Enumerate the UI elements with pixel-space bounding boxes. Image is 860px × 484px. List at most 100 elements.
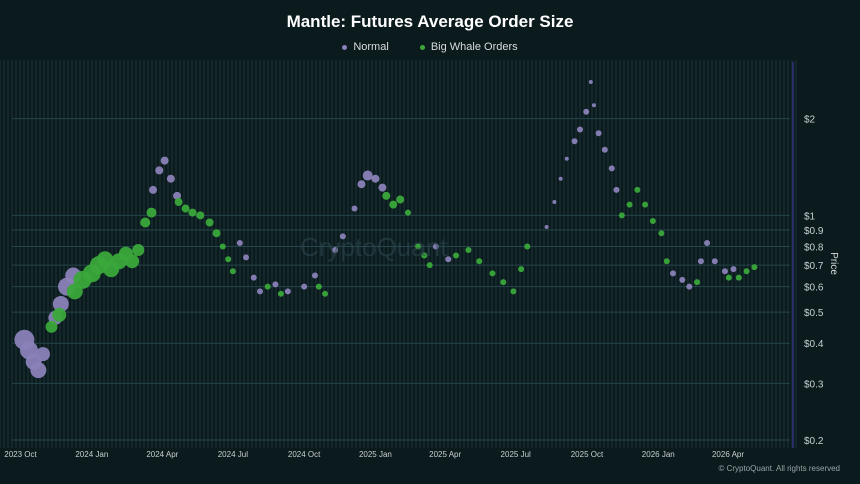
big-whale-point	[649, 218, 656, 225]
big-whale-point	[132, 244, 145, 257]
x-tick-label: 2025 Apr	[429, 450, 461, 459]
normal-point	[432, 243, 439, 250]
normal-point	[250, 274, 257, 281]
y-tick-label: $2	[804, 115, 816, 126]
normal-point	[721, 268, 728, 275]
big-whale-point	[453, 252, 460, 259]
normal-point	[243, 254, 250, 261]
normal-point	[332, 247, 339, 254]
big-whale-point	[181, 204, 190, 213]
normal-point	[155, 166, 164, 175]
normal-point	[730, 266, 737, 273]
big-whale-point	[634, 186, 641, 193]
normal-point	[711, 258, 718, 265]
x-tick-label: 2025 Jul	[501, 450, 531, 459]
normal-point	[52, 295, 69, 312]
normal-point	[583, 108, 590, 115]
copyright-notice: © CryptoQuant. All rights reserved	[718, 464, 841, 473]
big-whale-point	[751, 264, 758, 271]
x-tick-label: 2024 Oct	[288, 450, 321, 459]
big-whale-point	[196, 211, 205, 220]
legend-dot-normal	[342, 44, 348, 50]
legend-item-big-whale[interactable]: Big Whale Orders	[419, 41, 518, 53]
y-tick-label: $0.6	[804, 283, 824, 294]
big-whale-point	[663, 258, 670, 265]
normal-point	[577, 126, 584, 133]
y-axis-ticks: $0.2 $0.3 $0.4 $0.5 $0.6 $0.7 $0.8 $0.9 $1 $2	[804, 115, 824, 447]
normal-point	[591, 103, 596, 108]
big-whale-point	[725, 274, 732, 281]
legend-label-big-whale: Big Whale Orders	[430, 41, 518, 53]
y-tick-label: $0.9	[804, 226, 824, 237]
big-whale-point	[174, 198, 183, 207]
normal-point	[301, 283, 308, 290]
big-whale-point	[426, 262, 433, 269]
big-whale-point	[205, 218, 214, 227]
big-whale-point	[212, 229, 221, 238]
big-whale-point	[465, 247, 472, 254]
normal-point	[272, 281, 279, 288]
normal-point	[378, 183, 387, 192]
big-whale-point	[642, 201, 649, 208]
big-whale-point	[500, 279, 507, 286]
y-tick-label: $0.8	[804, 242, 824, 253]
y-tick-label: $0.5	[804, 308, 824, 319]
legend: Normal Big Whale Orders	[0, 41, 860, 53]
normal-point	[588, 79, 593, 84]
big-whale-point	[140, 217, 151, 228]
big-whale-point	[694, 279, 701, 286]
normal-point	[558, 176, 563, 181]
big-whale-point	[396, 195, 405, 204]
big-whale-point	[735, 274, 742, 281]
normal-point	[571, 138, 578, 145]
x-tick-label: 2024 Jan	[75, 450, 108, 459]
big-whale-point	[476, 258, 483, 265]
y-tick-label: $0.2	[804, 436, 824, 447]
normal-point	[284, 288, 291, 295]
normal-point	[35, 347, 50, 362]
big-whale-point	[146, 207, 157, 218]
big-whale-point	[52, 307, 67, 322]
big-whale-point	[743, 268, 750, 275]
normal-point	[173, 191, 182, 200]
x-tick-label: 2025 Oct	[571, 450, 604, 459]
normal-point	[552, 200, 557, 205]
y-tick-label: $0.7	[804, 261, 824, 272]
big-whale-point	[658, 230, 665, 237]
normal-point	[669, 270, 676, 277]
normal-point	[166, 174, 175, 183]
x-tick-label: 2024 Apr	[146, 450, 178, 459]
big-whale-point	[404, 209, 411, 216]
normal-point	[311, 272, 318, 279]
big-whale-point	[510, 288, 517, 295]
y-tick-label: $1	[804, 211, 816, 222]
normal-point	[371, 174, 380, 183]
big-whale-point	[524, 243, 531, 250]
y-tick-label: $0.3	[804, 379, 824, 390]
legend-item-normal[interactable]: Normal	[342, 41, 389, 53]
normal-point	[704, 240, 711, 247]
normal-point	[564, 156, 569, 161]
normal-point	[697, 258, 704, 265]
big-whale-point	[626, 201, 633, 208]
normal-point	[256, 288, 263, 295]
normal-point	[351, 205, 358, 212]
legend-dot-big-whale	[419, 44, 425, 50]
normal-point	[357, 180, 366, 189]
normal-point	[679, 276, 686, 283]
normal-point	[608, 165, 615, 172]
big-whale-point	[315, 283, 322, 290]
big-whale-point	[518, 266, 525, 273]
normal-point	[445, 256, 452, 263]
x-axis-ticks: 2023 Oct 2024 Jan 2024 Apr 2024 Jul 2024 Oct…	[4, 450, 744, 459]
big-whale-point	[125, 254, 140, 269]
big-whale-point	[264, 283, 271, 290]
normal-point	[595, 130, 602, 137]
normal-point	[362, 170, 373, 181]
x-tick-label: 2026 Jan	[642, 450, 675, 459]
big-whale-point	[382, 191, 391, 200]
horizontal-grid	[12, 118, 790, 441]
legend-label-normal: Normal	[353, 41, 389, 53]
x-tick-label: 2024 Jul	[218, 450, 248, 459]
